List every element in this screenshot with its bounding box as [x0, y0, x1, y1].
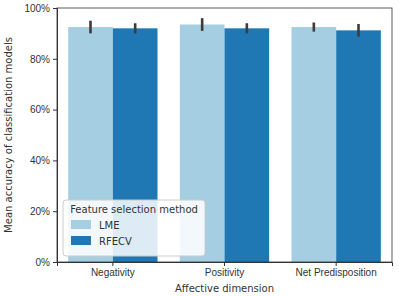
bar [336, 30, 381, 262]
legend-swatch [71, 220, 91, 229]
x-tick-mark [112, 262, 113, 266]
bars [68, 18, 381, 262]
error-bar [89, 21, 92, 34]
error-bar [246, 23, 249, 33]
y-tick-mark [53, 211, 57, 212]
y-tick-mark [53, 59, 57, 60]
y-tick-label: 80% [30, 54, 50, 65]
legend-swatch [71, 236, 91, 245]
legend: Feature selection method LME RFECV [63, 200, 205, 256]
y-tick: 80% [30, 54, 57, 65]
legend-label: LME [99, 220, 120, 231]
x-tick-label: Negativity [91, 267, 135, 278]
error-bar [201, 18, 204, 31]
x-tick-label: Positivity [205, 267, 244, 278]
y-axis-line [53, 9, 58, 263]
frame [57, 8, 392, 262]
x-tick-mark [224, 262, 225, 266]
bar [225, 28, 270, 262]
x-tick: Negativity [91, 262, 135, 278]
legend-title: Feature selection method [70, 204, 198, 215]
plot: 0%20%40%60%80%100%NegativityPositivityNe… [24, 3, 392, 278]
y-axis: 0% 20% 40% 60% 80% 100% [24, 3, 57, 268]
y-tick-label: 40% [30, 155, 50, 166]
x-axis-line [58, 263, 393, 267]
error-bar [134, 23, 137, 33]
y-tick: 100% [24, 3, 57, 14]
legend-label: RFECV [99, 236, 132, 247]
bar [292, 27, 337, 262]
x-tick-mark [336, 262, 337, 266]
legend-box [63, 200, 205, 256]
y-tick: 20% [30, 206, 57, 217]
y-tick: 60% [30, 104, 57, 115]
y-tick-mark [53, 8, 57, 9]
y-tick-mark [53, 160, 57, 161]
x-axis-title: Affective dimension [175, 283, 274, 294]
y-tick-mark [53, 262, 57, 263]
y-tick-mark [53, 110, 57, 111]
y-tick-label: 20% [30, 206, 50, 217]
x-tick: Net Predisposition [296, 262, 377, 278]
x-tick-label: Net Predisposition [296, 267, 377, 278]
y-axis-title: Mean accuracy of classification models [3, 37, 14, 233]
x-tick: Positivity [205, 262, 244, 278]
y-tick-label: 0% [36, 257, 51, 268]
y-tick-label: 60% [30, 104, 50, 115]
x-axis: Negativity Positivity Net Predisposition [58, 262, 393, 278]
y-tick-label: 100% [24, 3, 50, 14]
y-tick: 40% [30, 155, 57, 166]
error-bar [313, 22, 316, 31]
error-bar [357, 24, 360, 37]
y-tick: 0% [36, 257, 57, 268]
